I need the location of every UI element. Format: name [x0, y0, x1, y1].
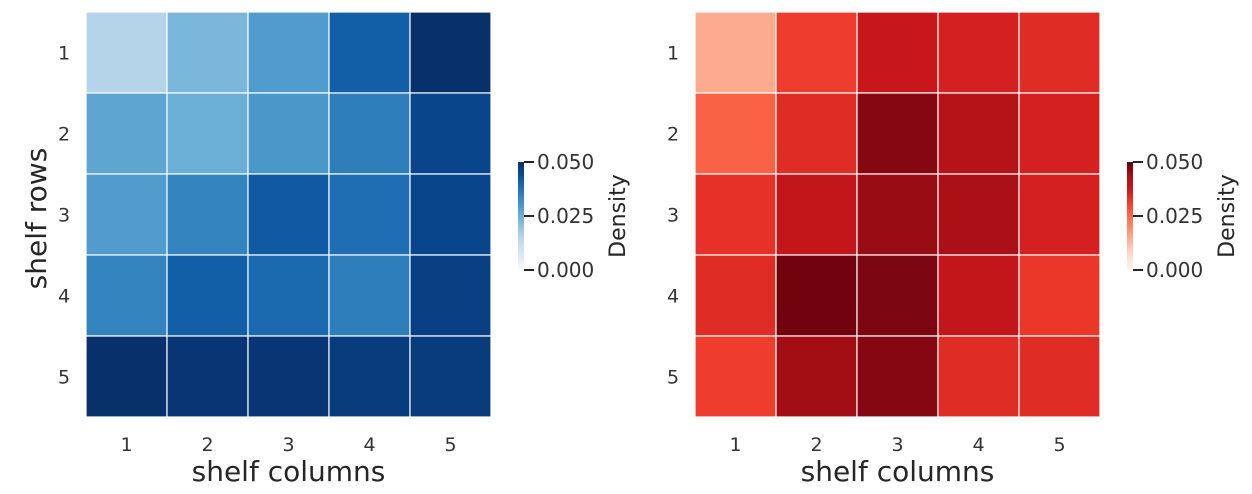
heatmap-cell-r2-c1: [85, 92, 168, 175]
x-tick-label: 1: [120, 434, 132, 456]
heatmap-cell-r4-c2: [775, 254, 858, 337]
heatmap-cell-r5-c3: [247, 335, 330, 418]
heatmap-cell-r3-c1: [694, 173, 777, 256]
heatmap-cell-r4-c2: [166, 254, 249, 337]
heatmap-cell-r5-c1: [85, 335, 168, 418]
heatmap-cell-r1-c3: [247, 11, 330, 94]
heatmap-cell-r1-c4: [937, 11, 1020, 94]
heatmap-cell-r3-c5: [409, 173, 492, 256]
heatmap-cell-r5-c5: [1018, 335, 1101, 418]
heatmap-cell-r2-c2: [166, 92, 249, 175]
x-tick-label: 4: [972, 434, 984, 456]
heatmap-cell-r1-c1: [694, 11, 777, 94]
heatmap-cell-r2-c5: [1018, 92, 1101, 175]
heatmap-cell-r5-c1: [694, 335, 777, 418]
heatmap-cell-r1-c2: [166, 11, 249, 94]
heatmap-left-blues: 1 2 3 4 5 1 2 3 4 5 shelf columns shelf rows 0.000 0.…: [20, 11, 631, 488]
x-axis-label: shelf columns: [801, 455, 995, 488]
heatmap-cell-r2-c4: [937, 92, 1020, 175]
heatmap-cell-r2-c2: [775, 92, 858, 175]
x-tick-label: 1: [729, 434, 741, 456]
y-tick-label: 1: [667, 43, 679, 65]
colorbar: [518, 162, 524, 270]
heatmap-cell-r2-c5: [409, 92, 492, 175]
colorbar-tick-label: 0.025: [537, 204, 594, 228]
y-tick-label: 2: [667, 124, 679, 146]
x-tick-label: 2: [810, 434, 822, 456]
colorbar-tick-label: 0.050: [1146, 150, 1203, 174]
heatmap-cell-r5-c2: [166, 335, 249, 418]
heatmap-cell-r2-c4: [328, 92, 411, 175]
heatmap-cell-r3-c5: [1018, 173, 1101, 256]
heatmap-cell-r3-c2: [166, 173, 249, 256]
x-tick-label: 3: [891, 434, 903, 456]
colorbar-tick-label: 0.050: [537, 150, 594, 174]
heatmap-cell-r2-c3: [247, 92, 330, 175]
heatmap-cell-r5-c5: [409, 335, 492, 418]
x-tick-label: 2: [201, 434, 213, 456]
y-tick-label: 1: [58, 43, 70, 65]
y-tick-label: 4: [58, 286, 70, 308]
y-tick-label: 2: [58, 124, 70, 146]
heatmap-cell-r5-c4: [328, 335, 411, 418]
heatmap-cell-r4-c1: [85, 254, 168, 337]
heatmap-cell-r4-c1: [694, 254, 777, 337]
colorbar: [1127, 162, 1133, 270]
heatmap-cell-r5-c2: [775, 335, 858, 418]
colorbar-tick-label: 0.000: [537, 258, 594, 282]
heatmap-cell-r4-c4: [937, 254, 1020, 337]
heatmap-cell-r3-c4: [328, 173, 411, 256]
colorbar-label: Density: [1215, 174, 1240, 258]
heatmap-cell-r4-c3: [247, 254, 330, 337]
y-tick-label: 5: [58, 367, 70, 389]
heatmap-cell-r1-c5: [409, 11, 492, 94]
y-axis-label: shelf rows: [20, 148, 53, 290]
x-tick-label: 4: [363, 434, 375, 456]
heatmap-cell-r1-c5: [1018, 11, 1101, 94]
x-tick-label: 5: [1053, 434, 1065, 456]
heatmap-cell-r1-c4: [328, 11, 411, 94]
heatmap-right-reds: 1 2 3 4 5 1 2 3 4 5 shelf columns 0.000 0.025 0.050 De…: [667, 11, 1240, 488]
x-tick-label: 3: [282, 434, 294, 456]
colorbar-label: Density: [606, 174, 631, 258]
heatmap-cell-r3-c1: [85, 173, 168, 256]
heatmap-cell-r4-c3: [856, 254, 939, 337]
heatmap-cell-r2-c3: [856, 92, 939, 175]
heatmap-cell-r3-c4: [937, 173, 1020, 256]
colorbar-tick-label: 0.025: [1146, 204, 1203, 228]
heatmap-cell-r1-c3: [856, 11, 939, 94]
heatmap-cell-r4-c5: [409, 254, 492, 337]
heatmap-cell-r5-c3: [856, 335, 939, 418]
heatmap-cell-r1-c1: [85, 11, 168, 94]
x-axis-label: shelf columns: [192, 455, 386, 488]
y-tick-label: 4: [667, 286, 679, 308]
colorbar-tick-label: 0.000: [1146, 258, 1203, 282]
heatmap-cell-r3-c3: [856, 173, 939, 256]
heatmap-cell-r3-c2: [775, 173, 858, 256]
heatmap-cell-r1-c2: [775, 11, 858, 94]
heatmap-cell-r3-c3: [247, 173, 330, 256]
y-tick-label: 3: [58, 205, 70, 227]
heatmap-cell-r5-c4: [937, 335, 1020, 418]
y-tick-label: 3: [667, 205, 679, 227]
x-tick-label: 5: [444, 434, 456, 456]
heatmap-cell-r4-c4: [328, 254, 411, 337]
heatmap-cell-r2-c1: [694, 92, 777, 175]
heatmap-cell-r4-c5: [1018, 254, 1101, 337]
y-tick-label: 5: [667, 367, 679, 389]
